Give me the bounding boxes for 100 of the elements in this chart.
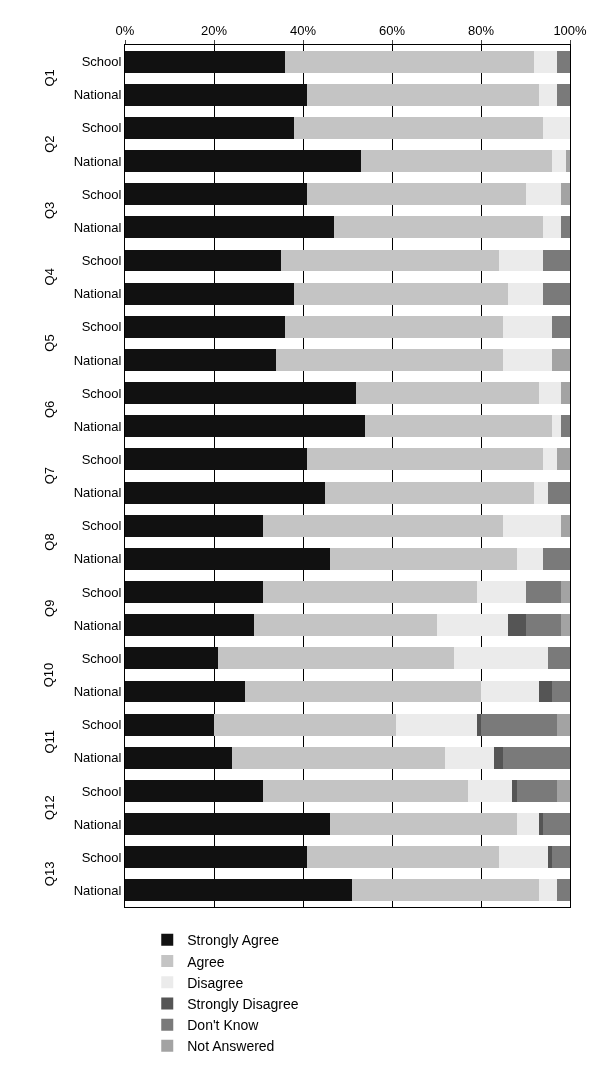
y-tick-label: National (73, 551, 122, 567)
bar (503, 514, 562, 537)
bar (538, 813, 544, 836)
bar (503, 349, 553, 371)
bar (543, 216, 562, 239)
bar (125, 282, 295, 305)
bar (538, 680, 553, 703)
bar (503, 746, 570, 769)
legend-label: Agree (187, 953, 225, 970)
bar (294, 116, 544, 139)
bar (525, 183, 562, 206)
text: Q5 (41, 334, 57, 352)
y-tick-label: School (81, 319, 122, 335)
bar (543, 249, 570, 272)
bar (538, 879, 557, 902)
bar (552, 349, 570, 371)
bar (294, 282, 508, 305)
bar (125, 514, 263, 537)
bar (334, 216, 544, 239)
bar (561, 183, 570, 206)
text: Q11 (42, 729, 58, 754)
text: Q3 (41, 201, 57, 220)
y-tick-label: National (73, 816, 122, 832)
bar (360, 150, 553, 172)
bar (125, 879, 352, 902)
bar (254, 614, 437, 637)
bar (552, 315, 570, 338)
y-tick-label: National (73, 153, 122, 169)
bar (516, 813, 539, 836)
bar (125, 116, 295, 139)
bar (547, 481, 570, 504)
y-tick-label: School (81, 650, 122, 666)
bar (556, 713, 570, 736)
bar (307, 448, 544, 471)
bar (543, 282, 570, 305)
bar (552, 150, 566, 172)
bar (556, 780, 570, 802)
bar (538, 83, 557, 106)
bar (231, 746, 446, 769)
bar (280, 249, 499, 272)
bar (276, 349, 504, 371)
bar (125, 713, 214, 736)
bar (218, 647, 455, 670)
bar (329, 813, 517, 836)
bar (503, 315, 553, 338)
y-tick-label: School (81, 186, 122, 202)
bar (307, 846, 499, 869)
bar (534, 481, 548, 504)
y-tick-label: School (81, 717, 122, 733)
bar (516, 547, 544, 570)
bar (365, 415, 553, 438)
bar (561, 382, 570, 405)
y-tick-label: School (81, 120, 122, 136)
bar (534, 50, 557, 73)
text: Q6 (41, 400, 57, 419)
bar (125, 448, 308, 471)
y-tick-label: School (81, 253, 122, 269)
bar (125, 349, 277, 371)
bar (516, 780, 557, 802)
y-tick-label: School (81, 584, 122, 600)
bar (556, 50, 570, 73)
legend-label: Not Answered (187, 1038, 275, 1055)
bar (262, 514, 504, 537)
bar (538, 382, 562, 405)
bar (125, 382, 357, 405)
bar (125, 813, 330, 836)
bar (547, 647, 570, 670)
bar (561, 581, 570, 603)
bar (525, 581, 562, 603)
text: Q13 (41, 861, 57, 887)
bar (552, 846, 570, 869)
y-tick-label: School (81, 451, 122, 467)
bar (512, 780, 517, 802)
bar (481, 713, 557, 736)
x-tick-label: 40% (289, 22, 317, 38)
x-tick-label: 80% (467, 22, 495, 38)
bar (547, 846, 553, 869)
y-tick-label: School (81, 54, 122, 70)
y-tick-label: National (73, 684, 122, 700)
bar (561, 216, 570, 239)
y-tick-label: National (73, 418, 122, 434)
bar (561, 415, 570, 438)
bar (436, 614, 508, 637)
text: Q10 (41, 662, 57, 688)
bar (556, 448, 570, 471)
bar (125, 83, 308, 106)
bar (561, 514, 570, 537)
bar (481, 680, 539, 703)
bar (543, 813, 570, 836)
bar (125, 50, 286, 73)
bar (307, 183, 526, 206)
x-tick-label: 0% (115, 22, 135, 38)
y-tick-label: National (73, 352, 122, 368)
bar (262, 581, 477, 603)
bar (285, 50, 535, 73)
y-tick-label: National (73, 617, 122, 633)
bar (556, 83, 570, 106)
y-tick-label: School (81, 783, 122, 799)
bar (543, 448, 557, 471)
y-tick-label: National (73, 882, 122, 898)
